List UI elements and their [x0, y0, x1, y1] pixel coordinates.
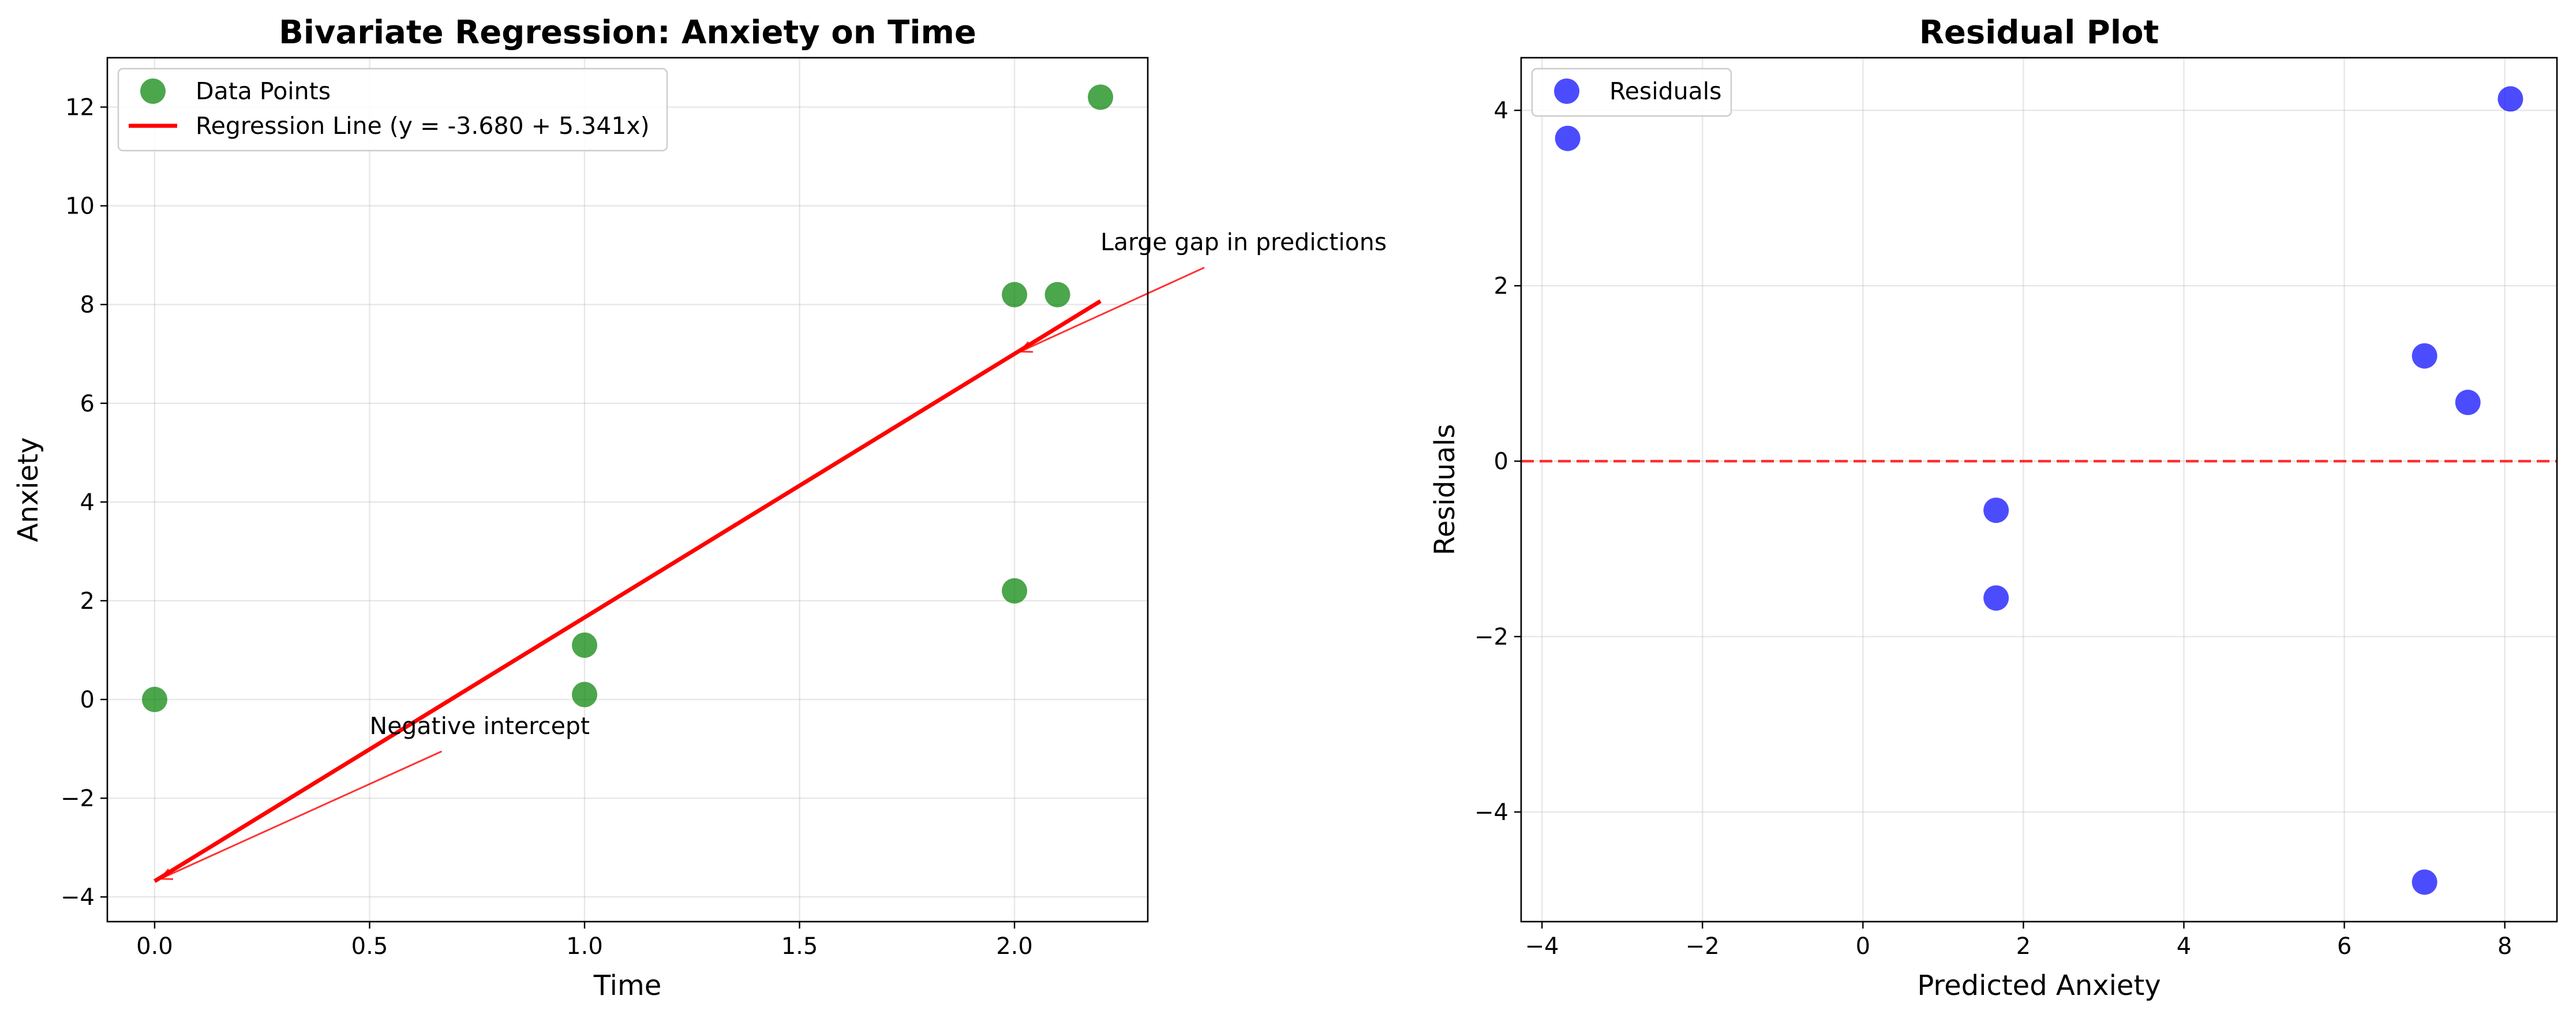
residual-x-axis-label: Predicted Anxiety [1917, 970, 2161, 1002]
residual-title: Residual Plot [1919, 14, 2159, 51]
annotation-arrowhead [1018, 341, 1034, 353]
x-tick-label: 4 [2177, 933, 2191, 960]
annotation-arrow [1020, 267, 1205, 353]
annotation-arrow [160, 750, 443, 880]
y-tick-label: 8 [80, 292, 95, 319]
y-tick-label: −2 [1474, 624, 1508, 650]
residual-plot-area [1521, 58, 2557, 922]
regression-axes-frame [106, 57, 1149, 923]
regression-plot-area [107, 58, 1148, 922]
regression-legend-box [117, 68, 668, 152]
data-point [571, 682, 597, 708]
regression-title: Bivariate Regression: Anxiety on Time [279, 14, 976, 51]
x-tick-label: 0 [1856, 933, 1870, 960]
regression-ticks: 0.0 0.5 1.0 1.5 2.0 −4 −2 0 2 4 6 8 10 12 [61, 95, 1033, 960]
x-tick-label: 2 [2016, 933, 2031, 960]
regression-panel: Negative intercept Large gap in predictio… [12, 14, 1387, 1002]
x-tick-label: 1.5 [781, 933, 818, 960]
y-tick-label: −4 [1474, 799, 1508, 826]
regression-line [153, 299, 1102, 883]
y-tick-label: 6 [80, 391, 95, 417]
y-tick-label: 2 [80, 588, 95, 615]
data-point [1002, 578, 1028, 604]
data-point [571, 632, 597, 658]
legend-residuals-marker [1554, 78, 1579, 104]
residual-y-axis-label: Residuals [1429, 424, 1461, 556]
regression-y-axis-label: Anxiety [12, 437, 44, 542]
x-tick-label: 0.0 [136, 933, 173, 960]
residual-point [2412, 869, 2438, 895]
residual-point [1983, 585, 2009, 611]
x-tick-label: −2 [1686, 933, 1720, 960]
y-tick-label: −4 [61, 884, 95, 911]
y-tick-label: 12 [65, 95, 95, 121]
data-point [1088, 84, 1114, 110]
x-tick-label: 2.0 [996, 933, 1033, 960]
annotation-arrowhead [158, 869, 173, 880]
regression-content: Negative intercept Large gap in predictio… [141, 84, 1387, 883]
residual-point [1555, 125, 1581, 151]
residual-panel: −4 −2 0 2 4 6 8 −4 −2 0 2 4 Residual Plot Predicted… [1429, 14, 2558, 1002]
y-tick-label: 0 [80, 687, 95, 713]
residual-content [1521, 86, 2557, 895]
y-tick-label: 0 [1494, 448, 1508, 475]
residual-legend-box [1531, 68, 1732, 117]
data-point [141, 687, 167, 713]
legend-residuals-label: Residuals [1609, 77, 1722, 105]
y-tick-label: 2 [1494, 273, 1508, 300]
x-tick-label: 1.0 [566, 933, 603, 960]
residual-point [1983, 497, 2009, 523]
regression-legend: Data Points Regression Line (y = -3.680 … [117, 68, 668, 152]
y-tick-label: −2 [61, 785, 95, 812]
data-point [1044, 282, 1070, 308]
residual-point [2455, 390, 2481, 416]
x-tick-label: 8 [2498, 933, 2512, 960]
legend-data-points-label: Data Points [196, 77, 331, 105]
residual-ticks: −4 −2 0 2 4 6 8 −4 −2 0 2 4 [1474, 98, 2512, 960]
legend-data-points-marker [140, 78, 166, 104]
residual-point [2498, 86, 2523, 112]
residual-axes-frame [1520, 57, 2558, 923]
residual-grid [1521, 58, 2557, 922]
legend-regression-line-label: Regression Line (y = -3.680 + 5.341x) [196, 112, 650, 140]
x-tick-label: −4 [1525, 933, 1559, 960]
annotation-text: Negative intercept [369, 712, 590, 740]
residual-legend: Residuals [1531, 68, 1732, 117]
x-tick-label: 0.5 [351, 933, 388, 960]
y-tick-label: 10 [65, 193, 95, 220]
residual-point [2412, 343, 2438, 369]
x-tick-label: 6 [2337, 933, 2352, 960]
annotation-text: Large gap in predictions [1100, 229, 1387, 256]
y-tick-label: 4 [1494, 98, 1508, 124]
data-point [1002, 282, 1028, 308]
y-tick-label: 4 [80, 489, 95, 516]
regression-x-axis-label: Time [593, 970, 661, 1002]
